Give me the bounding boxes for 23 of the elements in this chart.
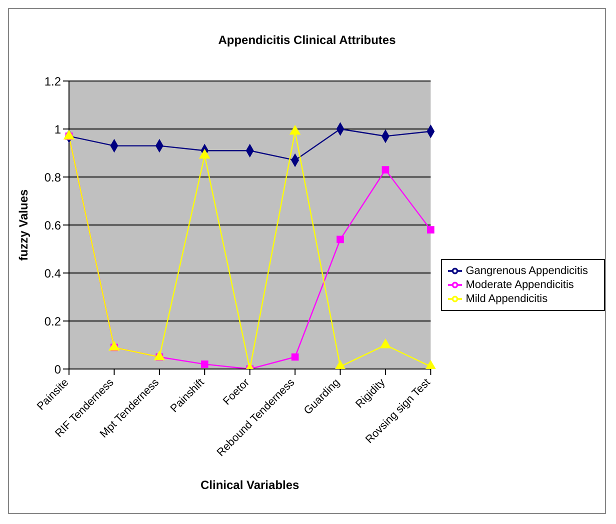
point (380, 338, 391, 348)
legend-label: Gangrenous Appendicitis (466, 264, 588, 277)
y-tick-label: 0.8 (44, 170, 62, 184)
y-tick-label: 0.6 (44, 218, 62, 232)
point (334, 360, 346, 369)
legend-label: Moderate Appendicitis (466, 278, 574, 291)
point (382, 166, 390, 174)
point (108, 341, 120, 351)
point (154, 350, 165, 360)
y-axis-title: fuzzy Values (16, 189, 30, 261)
point (425, 360, 436, 369)
y-tick-label: 1 (54, 122, 62, 136)
point (336, 236, 344, 244)
y-tick-label: 0.2 (44, 314, 62, 328)
chart-title: Appendicitis Clinical Attributes (217, 32, 397, 49)
y-tick-label: 0 (54, 362, 62, 376)
y-tick-label: 0.4 (44, 266, 62, 280)
point (199, 149, 210, 159)
x-axis-title: Clinical Variables (200, 478, 300, 492)
y-tick-label: 1.2 (44, 74, 62, 88)
legend-label: Mild Appendicitis (466, 292, 548, 305)
point (290, 125, 300, 135)
point (427, 226, 434, 234)
